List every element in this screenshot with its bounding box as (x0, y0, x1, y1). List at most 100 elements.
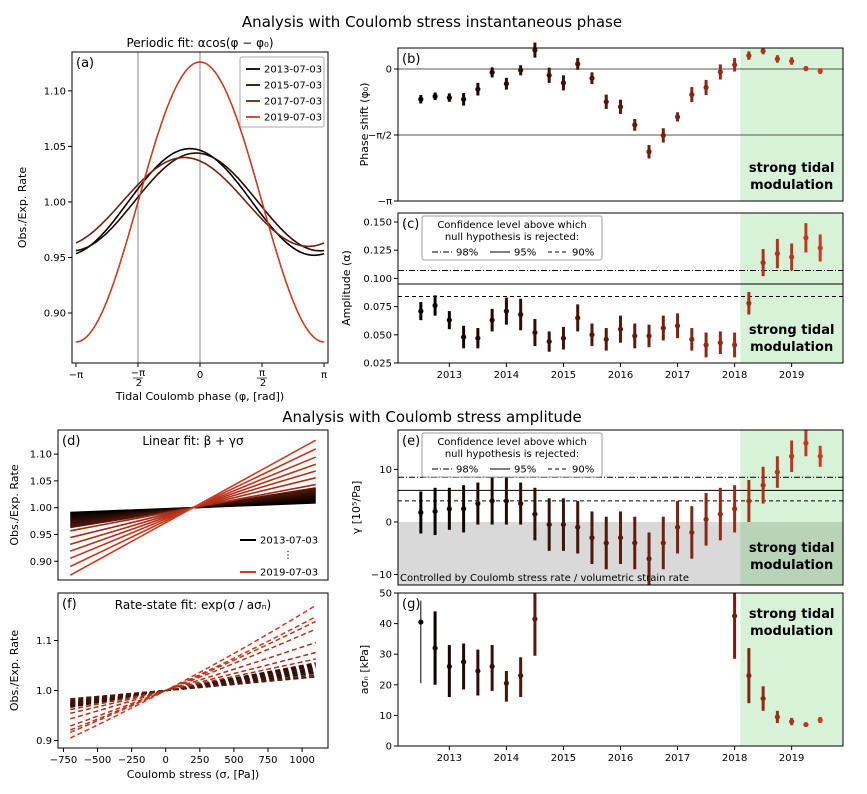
panel-title-f: Rate-state fit: exp(σ / aσₙ) (115, 598, 271, 612)
data-point-c (760, 260, 766, 266)
confidence-legend-entry-c: 98% (456, 248, 478, 259)
xtick-label-g: 2014 (494, 753, 519, 764)
xtick-label-f: −500 (84, 755, 111, 766)
strong-label-line1-c: strong tidal (749, 323, 835, 338)
panel-title-d: Linear fit: β + γσ (142, 434, 244, 448)
data-point-c (689, 336, 695, 342)
data-point-c (546, 338, 552, 345)
ytick-label-a: 0.90 (44, 309, 66, 320)
confidence-legend-entry-e: 90% (572, 465, 594, 476)
data-point-b (817, 68, 823, 74)
ytick-label-c: 0.050 (363, 330, 392, 341)
data-point-g (432, 645, 438, 651)
data-point-g (475, 668, 481, 674)
xtick-label-a: −π (131, 368, 145, 379)
xtick-label-a: π (321, 370, 327, 381)
data-point-e (503, 498, 509, 504)
fit-curve-f (70, 641, 316, 720)
data-point-b (689, 92, 695, 98)
panel-label-a: (a) (76, 56, 94, 71)
series-line-2017-07-03 (75, 156, 325, 248)
data-point-e (418, 509, 424, 516)
data-point-c (632, 333, 638, 339)
ytick-label-g: 20 (379, 680, 392, 691)
data-point-b (703, 84, 709, 91)
strong-label-line1-e: strong tidal (749, 541, 835, 556)
data-point-b (446, 94, 452, 101)
xlabel-a: Tidal Coulomb phase (φ, [rad]) (115, 390, 284, 403)
data-point-b (617, 104, 624, 110)
xtick-label-c: 2016 (608, 370, 633, 381)
legend-label-2017-07-03: 2017-07-03 (264, 97, 322, 108)
panel-e: −10 0 10 γ [10⁵/Pa] (e) Confidence level abov… (350, 429, 844, 586)
data-point-e (717, 511, 723, 517)
data-point-b (546, 72, 552, 78)
legend-label-2019-07-03: 2019-07-03 (264, 113, 322, 124)
confidence-legend-box-e (421, 432, 603, 478)
fit-line-d (69, 439, 317, 576)
ytick-label-g: 40 (379, 619, 392, 630)
series-line-2013-07-03 (75, 147, 325, 257)
data-point-b (646, 149, 652, 155)
legend-ellipsis-d: ⋮ (283, 550, 293, 561)
confidence-legend-title1-e: Confidence level above which (437, 437, 586, 448)
ytick-label-c: 0.125 (363, 246, 392, 257)
data-point-e (575, 524, 581, 530)
ytick-label-c: 0.025 (363, 359, 392, 370)
legend-box-a (239, 56, 325, 128)
confidence-legend-entry-e: 98% (456, 465, 478, 476)
ytick-label-c: 0.100 (363, 274, 392, 285)
xtick-label-f: 0 (163, 755, 169, 766)
data-point-e (803, 440, 809, 446)
data-point-e (489, 498, 495, 504)
data-point-e (546, 521, 552, 528)
data-point-g (803, 721, 809, 728)
xtick-label-c: 2019 (779, 370, 804, 381)
ytick-label-d: 0.95 (30, 530, 52, 541)
data-point-b (632, 122, 638, 128)
xtick-label-g: 2017 (665, 753, 690, 764)
data-point-e (689, 529, 695, 536)
data-point-e (646, 556, 652, 562)
data-point-c (575, 315, 581, 321)
panel-a: Periodic fit: αcos(φ − φ₀) 0.90 0.95 1.00 1.… (16, 36, 329, 403)
data-point-c (560, 335, 567, 341)
data-point-b (732, 62, 738, 68)
data-point-c (617, 326, 624, 332)
confidence-legend-entry-c: 95% (514, 248, 536, 259)
data-point-c (589, 332, 595, 338)
xtick-label-a: 0 (197, 370, 203, 381)
strong-label-line2-c: modulation (750, 340, 833, 355)
data-point-e (746, 498, 752, 504)
fit-curve-f (70, 651, 316, 715)
data-point-e (760, 482, 766, 488)
data-point-c (475, 335, 481, 341)
legend-label-2013-07-03: 2013-07-03 (264, 65, 322, 76)
data-point-g (760, 695, 766, 702)
panel-label-e: (e) (402, 434, 420, 449)
panel-g: 0 10 20 30 40 50 2013 2014 2015 2016 2017 2018 2019 a… (358, 589, 844, 764)
ytick-label-f: 1.1 (36, 636, 52, 647)
data-point-b (589, 75, 595, 81)
ytick-label-e: 10 (379, 465, 392, 476)
ytick-label-d: 1.00 (30, 503, 52, 514)
xtick-label-f: 750 (258, 755, 277, 766)
data-point-b (503, 81, 509, 87)
confidence-legend-title2-e: null hypothesis is rejected: (445, 449, 579, 460)
ylabel-b: Phase shift (φ₀) (358, 83, 371, 167)
xtick-label-c: 2013 (437, 370, 462, 381)
strong-label-line2-g: modulation (750, 624, 833, 639)
fit-curve-f (70, 620, 317, 731)
panel-label-c: (c) (402, 217, 419, 232)
suptitle-phase: Analysis with Coulomb stress instantaneo… (242, 13, 622, 31)
confidence-legend-title1-c: Confidence level above which (437, 220, 586, 231)
ylabel-e: γ [10⁵/Pa] (350, 481, 363, 535)
data-point-e (446, 506, 452, 512)
data-point-c (489, 317, 495, 323)
data-point-e (432, 508, 438, 515)
xtick-label-den-a: 2 (136, 378, 142, 389)
xtick-label-g: 2015 (551, 753, 576, 764)
data-point-b (518, 67, 524, 73)
ytick-label-d: 1.05 (30, 476, 52, 487)
ytick-label-d: 1.10 (30, 450, 52, 461)
